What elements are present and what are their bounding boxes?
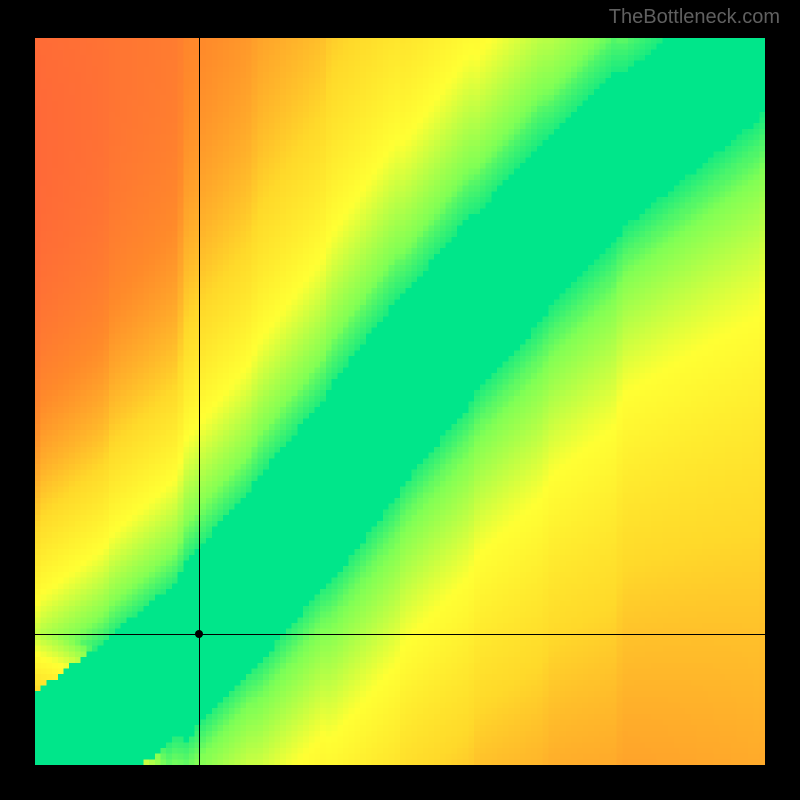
attribution-text: TheBottleneck.com [609, 6, 780, 29]
heatmap-canvas [35, 38, 765, 765]
crosshair-horizontal [35, 634, 765, 635]
heatmap-plot-area [35, 38, 765, 765]
crosshair-vertical [199, 38, 200, 765]
crosshair-marker [195, 630, 203, 638]
chart-container: TheBottleneck.com [0, 0, 800, 800]
